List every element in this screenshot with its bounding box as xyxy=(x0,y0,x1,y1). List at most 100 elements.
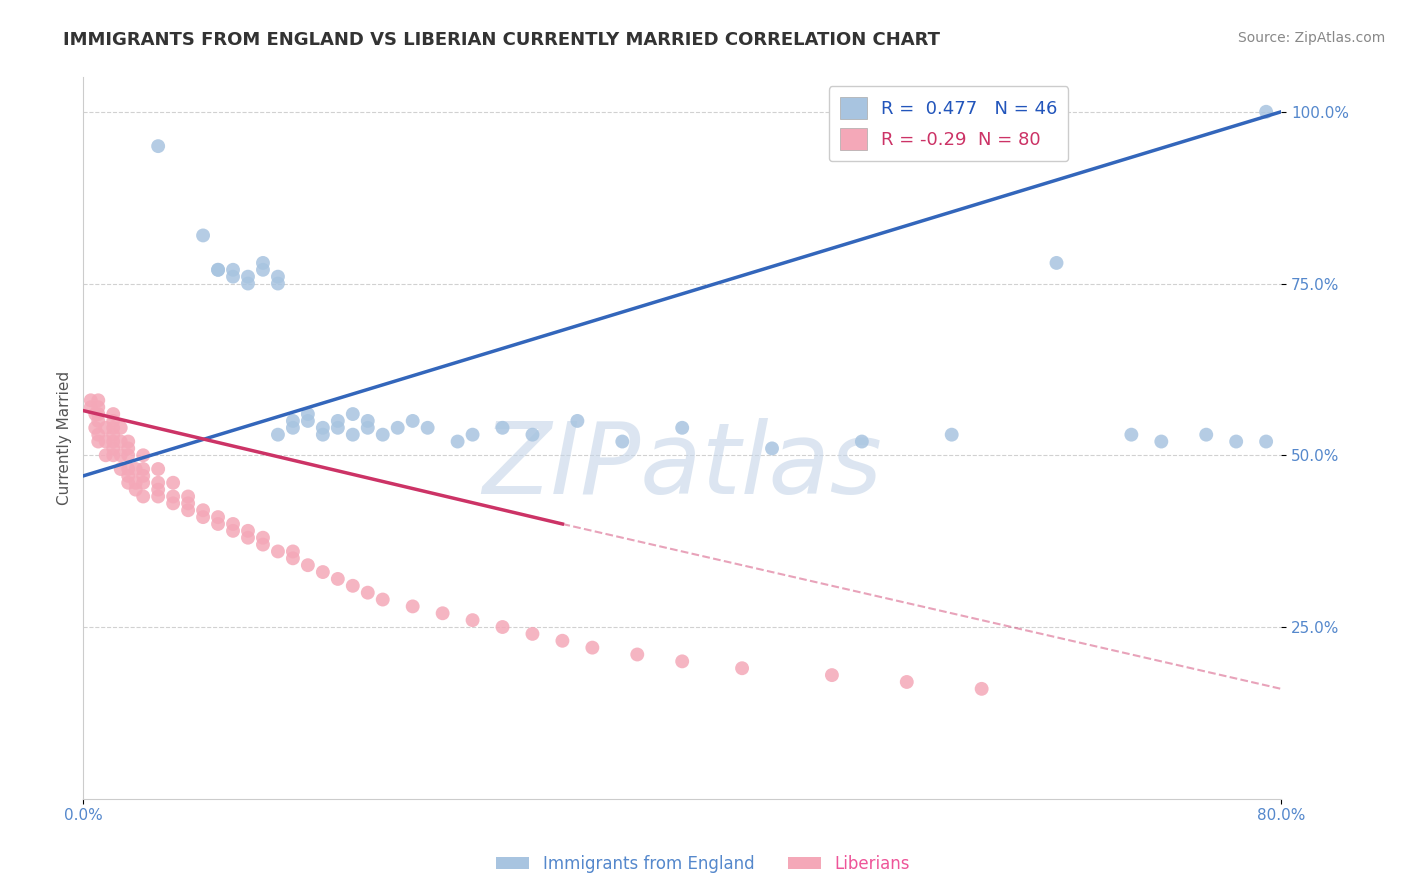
Point xyxy=(342,579,364,593)
Point xyxy=(1225,434,1247,449)
Point xyxy=(207,262,229,277)
Point xyxy=(103,434,125,449)
Point xyxy=(970,681,993,696)
Point xyxy=(312,421,335,435)
Point xyxy=(117,442,139,456)
Point xyxy=(312,427,335,442)
Point xyxy=(117,462,139,476)
Point xyxy=(297,558,319,573)
Text: Source: ZipAtlas.com: Source: ZipAtlas.com xyxy=(1237,31,1385,45)
Point xyxy=(402,414,425,428)
Point xyxy=(222,524,245,538)
Text: ZIPatlas: ZIPatlas xyxy=(482,418,882,516)
Point xyxy=(446,434,468,449)
Point xyxy=(177,490,200,504)
Point xyxy=(522,627,544,641)
Point xyxy=(671,421,693,435)
Point xyxy=(94,434,117,449)
Point xyxy=(461,613,484,627)
Point xyxy=(281,414,304,428)
Point xyxy=(191,503,214,517)
Point xyxy=(110,448,132,462)
Point xyxy=(297,414,319,428)
Point xyxy=(342,427,364,442)
Point xyxy=(1256,104,1278,119)
Point xyxy=(1256,434,1278,449)
Point xyxy=(87,400,110,414)
Point xyxy=(103,407,125,421)
Point xyxy=(731,661,754,675)
Point xyxy=(103,442,125,456)
Point xyxy=(626,648,648,662)
Point xyxy=(207,516,229,531)
Point xyxy=(432,607,454,621)
Point xyxy=(402,599,425,614)
Point xyxy=(146,475,169,490)
Point xyxy=(80,400,103,414)
Point xyxy=(110,462,132,476)
Point xyxy=(522,427,544,442)
Point xyxy=(84,421,107,435)
Point xyxy=(326,572,349,586)
Point xyxy=(357,414,380,428)
Point xyxy=(326,421,349,435)
Point xyxy=(162,475,184,490)
Legend: Immigrants from England, Liberians: Immigrants from England, Liberians xyxy=(489,848,917,880)
Point xyxy=(387,421,409,435)
Point xyxy=(132,462,155,476)
Point xyxy=(87,414,110,428)
Point xyxy=(94,448,117,462)
Point xyxy=(551,633,574,648)
Point xyxy=(103,421,125,435)
Point xyxy=(117,434,139,449)
Point xyxy=(941,427,963,442)
Point xyxy=(851,434,873,449)
Point xyxy=(281,421,304,435)
Point xyxy=(371,592,394,607)
Point xyxy=(222,269,245,284)
Point xyxy=(236,524,259,538)
Point xyxy=(191,510,214,524)
Point xyxy=(236,269,259,284)
Point xyxy=(132,490,155,504)
Point xyxy=(821,668,844,682)
Point xyxy=(177,503,200,517)
Point xyxy=(177,496,200,510)
Point xyxy=(671,654,693,668)
Point xyxy=(312,565,335,579)
Point xyxy=(132,448,155,462)
Y-axis label: Currently Married: Currently Married xyxy=(58,371,72,505)
Point xyxy=(281,544,304,558)
Point xyxy=(162,490,184,504)
Point xyxy=(416,421,439,435)
Point xyxy=(1045,256,1067,270)
Point xyxy=(191,228,214,243)
Point xyxy=(110,421,132,435)
Point xyxy=(103,427,125,442)
Point xyxy=(103,448,125,462)
Point xyxy=(146,139,169,153)
Point xyxy=(326,414,349,428)
Point xyxy=(132,475,155,490)
Point xyxy=(236,277,259,291)
Point xyxy=(252,538,274,552)
Point xyxy=(896,675,918,690)
Point xyxy=(491,421,513,435)
Point xyxy=(357,585,380,599)
Point xyxy=(1121,427,1143,442)
Point xyxy=(84,407,107,421)
Point xyxy=(87,393,110,408)
Point xyxy=(146,490,169,504)
Point xyxy=(87,427,110,442)
Point xyxy=(222,516,245,531)
Point xyxy=(236,531,259,545)
Point xyxy=(1150,434,1173,449)
Point xyxy=(80,393,103,408)
Point xyxy=(87,434,110,449)
Point xyxy=(581,640,603,655)
Point xyxy=(125,462,148,476)
Point xyxy=(267,427,290,442)
Point xyxy=(110,434,132,449)
Point xyxy=(146,483,169,497)
Point xyxy=(252,256,274,270)
